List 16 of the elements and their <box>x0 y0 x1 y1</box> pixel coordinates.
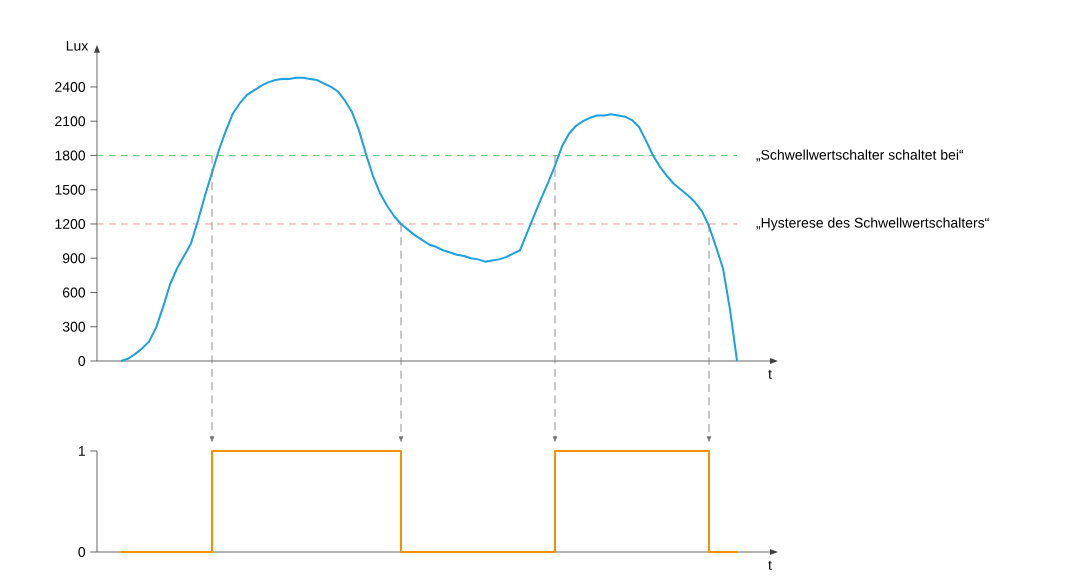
y-tick-label: 1800 <box>55 150 86 161</box>
y-tick-label: 2100 <box>55 116 86 127</box>
ref-line-label: „Schwellwertschalter schaltet bei“ <box>756 149 964 162</box>
y-tick-label: 0 <box>78 547 86 557</box>
x-axis-title: t <box>768 369 772 379</box>
ref-line-label: „Hysterese des Schwellwertschalters“ <box>756 217 989 231</box>
x-axis-title: t <box>768 560 772 570</box>
y-tick-label: 1500 <box>55 184 86 195</box>
y-tick-label: 0 <box>78 356 86 366</box>
y-tick-label: 2400 <box>55 82 86 92</box>
y-tick-label: 600 <box>62 287 86 298</box>
y-tick-label: 1 <box>78 446 85 456</box>
y-tick-label: 300 <box>62 321 86 332</box>
y-axis-title: Lux <box>66 40 89 51</box>
y-tick-label: 900 <box>62 253 86 264</box>
y-tick-label: 1200 <box>55 219 86 229</box>
